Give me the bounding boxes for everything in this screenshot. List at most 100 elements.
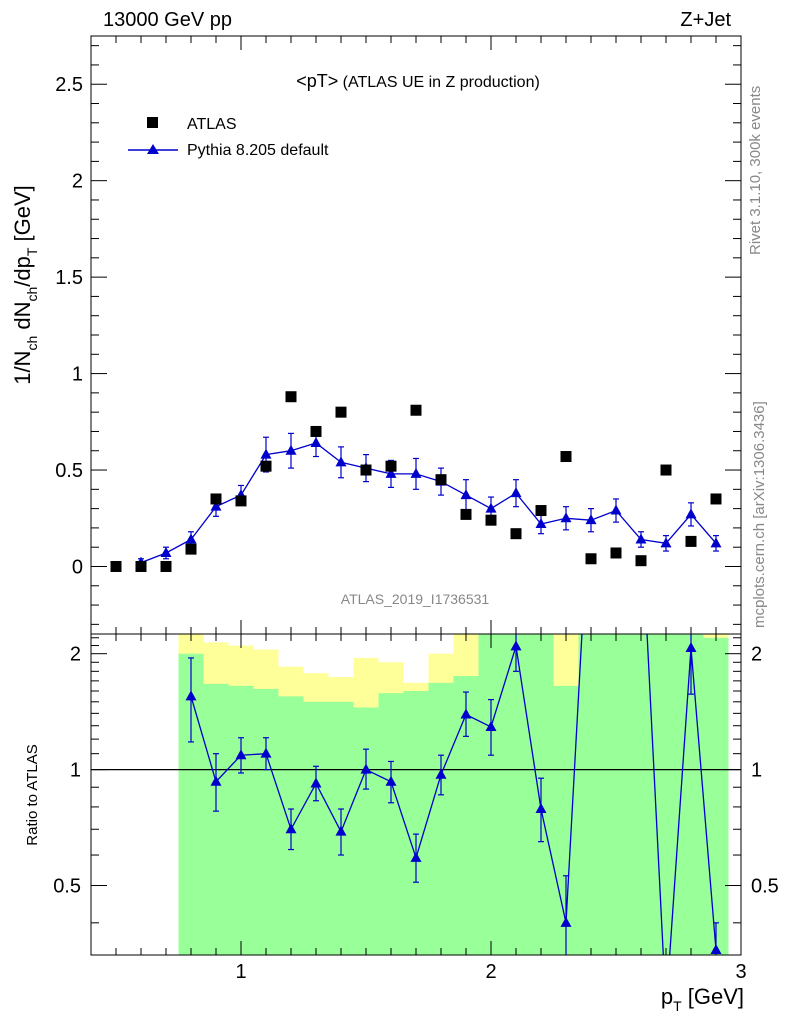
ratio-band-inner bbox=[353, 707, 379, 955]
atlas-point bbox=[185, 543, 197, 555]
ratio-band-inner bbox=[303, 701, 329, 955]
atlas-point bbox=[110, 560, 122, 572]
ratio-point bbox=[410, 851, 422, 862]
x-tick-label: 1 bbox=[235, 961, 246, 983]
atlas-point bbox=[360, 464, 372, 476]
ratio-line bbox=[190, 634, 717, 955]
mcplots-side-label: mcplots.cern.ch [arXiv:1306.3436] bbox=[751, 401, 768, 628]
pythia-point bbox=[260, 448, 272, 459]
ratio-band-inner bbox=[703, 637, 729, 955]
ratio-uncertainty-bands bbox=[178, 634, 729, 955]
ratio-band-inner bbox=[428, 682, 454, 955]
atlas-point bbox=[460, 508, 472, 520]
ratio-band-inner bbox=[503, 634, 529, 955]
atlas-point bbox=[335, 406, 347, 418]
atlas-point bbox=[685, 535, 697, 547]
atlas-point bbox=[410, 404, 422, 416]
ratio-point bbox=[710, 944, 722, 955]
pythia-line bbox=[140, 442, 717, 564]
xlabel-main: p bbox=[661, 984, 673, 1009]
ratio-band-inner bbox=[203, 683, 229, 955]
pythia-point bbox=[185, 533, 197, 544]
analysis-id: ATLAS_2019_I1736531 bbox=[341, 591, 490, 607]
ratio-point bbox=[210, 775, 222, 786]
ratio-point bbox=[285, 823, 297, 834]
ratio-axis-ticks: 1 2 3 0.5 0.5 1 1 2 2 bbox=[53, 634, 779, 983]
atlas-point bbox=[610, 547, 622, 559]
energy-label: 13000 GeV pp bbox=[103, 9, 232, 31]
atlas-point bbox=[510, 528, 522, 540]
x-axis-title: pT [GeV] bbox=[661, 984, 744, 1014]
pythia-point bbox=[510, 487, 522, 498]
legend-atlas-label: ATLAS bbox=[187, 116, 237, 133]
ratio-point bbox=[460, 708, 472, 719]
legend-pythia-marker bbox=[147, 144, 159, 154]
plot-title-main: <pT> bbox=[296, 71, 338, 91]
ratio-band-inner bbox=[603, 634, 629, 955]
main-y-tick-label: 1.5 bbox=[55, 267, 83, 289]
ratio-y-axis-title: Ratio to ATLAS bbox=[24, 744, 41, 845]
ratio-band-inner bbox=[228, 685, 254, 955]
atlas-point bbox=[660, 464, 672, 476]
xlabel-unit: [GeV] bbox=[682, 984, 744, 1009]
ratio-point bbox=[535, 803, 547, 814]
ratio-point bbox=[560, 916, 572, 927]
ratio-y-tick-label: 1 bbox=[70, 760, 81, 782]
ratio-point bbox=[510, 640, 522, 651]
pythia-point bbox=[285, 444, 297, 455]
x-tick-label: 2 bbox=[485, 961, 496, 983]
main-y-tick-label: 0.5 bbox=[55, 460, 83, 482]
ratio-point bbox=[586, 464, 597, 474]
plot-title-sub: (ATLAS UE in Z production) bbox=[338, 74, 540, 91]
xlabel-sub: T bbox=[673, 998, 682, 1014]
rivet-side-label: Rivet 3.1.10, 300k events bbox=[747, 86, 764, 255]
ratio-point bbox=[260, 747, 272, 758]
ratio-panel-frame bbox=[90, 633, 742, 956]
main-y-tick-label: 2 bbox=[72, 171, 83, 193]
pythia-point bbox=[660, 537, 672, 548]
pythia-point bbox=[410, 467, 422, 478]
ylabel-unit: [GeV] bbox=[10, 185, 35, 247]
atlas-point bbox=[635, 555, 647, 567]
ratio-point bbox=[685, 641, 697, 652]
main-data-marks bbox=[110, 391, 722, 572]
legend: ATLAS Pythia 8.205 default bbox=[128, 116, 329, 159]
main-y-tick-label: 1 bbox=[72, 364, 83, 386]
ratio-band-inner bbox=[653, 634, 679, 955]
ratio-point bbox=[435, 768, 447, 779]
main-axis-ticks: 0 0.5 1 1.5 2 2.5 bbox=[55, 36, 741, 634]
ratio-band-inner bbox=[378, 693, 404, 955]
legend-pythia-label: Pythia 8.205 default bbox=[187, 142, 329, 159]
pythia-point bbox=[535, 518, 547, 529]
ratio-band-inner bbox=[403, 691, 429, 955]
pythia-point bbox=[210, 500, 222, 511]
ratio-y-tick-label: 2 bbox=[70, 644, 81, 666]
main-y-tick-label: 2.5 bbox=[55, 74, 83, 96]
ylabel-mid: dN bbox=[10, 302, 35, 336]
atlas-point bbox=[310, 425, 322, 437]
pythia-point bbox=[710, 537, 722, 548]
plot-title: <pT> (ATLAS UE in Z production) bbox=[296, 71, 540, 91]
pythia-point bbox=[610, 504, 622, 515]
ratio-point bbox=[385, 775, 397, 786]
ratio-y-tick-label: 0.5 bbox=[53, 876, 81, 898]
ratio-point bbox=[185, 690, 197, 701]
atlas-point bbox=[710, 493, 722, 505]
atlas-point bbox=[560, 451, 572, 463]
ratio-band-inner bbox=[478, 634, 504, 955]
ylabel-main: 1/N bbox=[10, 351, 35, 385]
pythia-point bbox=[685, 508, 697, 519]
pythia-point bbox=[160, 546, 172, 557]
ylabel-sub2: ch bbox=[24, 287, 40, 302]
ratio-point bbox=[485, 721, 497, 732]
atlas-point bbox=[285, 391, 297, 403]
pythia-point bbox=[310, 437, 322, 448]
pythia-point bbox=[335, 456, 347, 467]
main-y-axis-title: 1/Nch dNch/dpT [GeV] bbox=[10, 185, 40, 385]
ratio-band-inner bbox=[578, 634, 604, 955]
atlas-point bbox=[485, 514, 497, 526]
ratio-plot-area bbox=[185, 464, 722, 955]
ratio-band-inner bbox=[253, 688, 279, 955]
main-y-tick-label: 0 bbox=[72, 556, 83, 578]
